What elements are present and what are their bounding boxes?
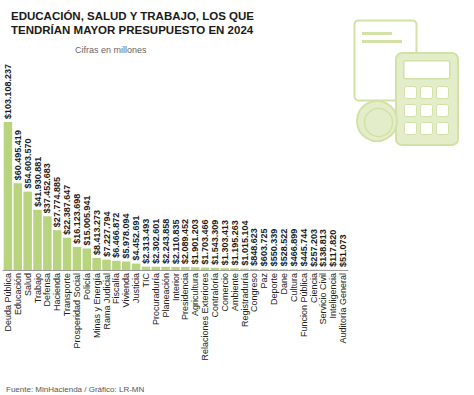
svg-text:$60.495.419: $60.495.419 [13,130,23,180]
svg-text:$2.243.858: $2.243.858 [161,219,171,264]
svg-text:EDUCACIÓN, SALUD Y TRABAJO, LO: EDUCACIÓN, SALUD Y TRABAJO, LOS QUE [11,10,254,22]
svg-text:$1.015.104: $1.015.104 [240,220,250,265]
svg-text:Defensa: Defensa [42,273,52,307]
svg-text:$2.302.601: $2.302.601 [151,219,161,264]
svg-text:Vivienda: Vivienda [121,273,131,307]
svg-text:Contraloría: Contraloría [210,273,220,318]
svg-text:Ambiente: Ambiente [230,273,240,311]
svg-text:$528.522: $528.522 [279,229,289,267]
svg-text:$848.623: $848.623 [249,228,259,266]
svg-text:Ciencia: Ciencia [309,273,319,303]
svg-text:Comercio: Comercio [220,273,230,312]
svg-text:TENDRÍAN MAYOR PRESUPUESTO EN: TENDRÍAN MAYOR PRESUPUESTO EN 2024 [11,24,254,36]
svg-text:Agricultura: Agricultura [190,273,200,316]
svg-text:$5.978.094: $5.978.094 [121,213,131,258]
svg-text:$1.195.263: $1.195.263 [230,220,240,265]
svg-text:$257.203: $257.203 [309,229,319,267]
svg-text:$4.452.691: $4.452.691 [131,216,141,261]
svg-text:Rama Judicial: Rama Judicial [102,273,112,330]
svg-text:Policía: Policía [82,273,92,300]
svg-text:$2.089.452: $2.089.452 [180,219,190,264]
svg-text:$138.813: $138.813 [318,229,328,267]
svg-text:$103.108.237: $103.108.237 [3,64,13,119]
svg-text:$6.466.872: $6.466.872 [111,213,121,258]
svg-text:$41.930.881: $41.930.881 [33,157,43,207]
svg-text:Paz: Paz [259,273,269,289]
svg-text:Salud: Salud [23,273,33,296]
svg-text:$16.123.698: $16.123.698 [72,194,82,244]
svg-text:Fiscalía: Fiscalía [111,273,121,304]
svg-text:$37.452.683: $37.452.683 [42,163,52,213]
svg-text:Educación: Educación [13,273,23,315]
svg-text:$15.005.941: $15.005.941 [82,195,92,245]
svg-text:Deporte: Deporte [269,273,279,305]
svg-text:$117.820: $117.820 [328,230,338,267]
svg-text:Trabajo: Trabajo [33,273,43,303]
svg-text:$1.303.413: $1.303.413 [220,220,230,265]
svg-text:Cultura: Cultura [289,273,299,302]
svg-text:Relaciones Exteriores: Relaciones Exteriores [200,273,210,361]
svg-text:Hacienda: Hacienda [52,273,62,311]
svg-text:$603.725: $603.725 [259,229,269,267]
svg-text:$7.227.794: $7.227.794 [102,212,112,257]
svg-text:Inteligencia: Inteligencia [328,273,338,319]
svg-text:$445.744: $445.744 [299,229,309,267]
svg-text:Planeación: Planeación [161,273,171,318]
svg-text:Minas y Energía: Minas y Energía [92,273,102,338]
svg-text:$27.774.885: $27.774.885 [52,177,62,227]
svg-text:$22.387.647: $22.387.647 [62,185,72,235]
svg-text:Servicio Civil: Servicio Civil [318,273,328,325]
svg-text:$2.313.493: $2.313.493 [141,219,151,264]
svg-text:Justicia: Justicia [131,273,141,303]
svg-text:Prosperidad Social: Prosperidad Social [72,273,82,349]
svg-text:TIC: TIC [141,273,151,288]
svg-text:Congreso: Congreso [249,273,259,312]
svg-text:$8.413.273: $8.413.273 [92,210,102,255]
svg-text:$51.073: $51.073 [338,234,348,267]
svg-text:$1.543.309: $1.543.309 [210,220,220,265]
svg-text:Auditoría General: Auditoría General [338,273,348,344]
svg-text:Fuente: MinHacienda / Gráfico:: Fuente: MinHacienda / Gráfico: LR-MN [6,385,144,394]
svg-text:$1.703.466: $1.703.466 [200,220,210,265]
svg-text:Registraduría: Registraduría [240,273,250,327]
svg-text:Deuda Pública: Deuda Pública [3,273,13,332]
svg-text:Cifras en millones: Cifras en millones [75,45,147,55]
svg-text:$466.899: $466.899 [289,229,299,267]
svg-text:Interior: Interior [171,273,181,301]
svg-text:Presidencia: Presidencia [180,273,190,320]
svg-text:$2.110.835: $2.110.835 [171,219,181,264]
svg-text:$54.603.570: $54.603.570 [23,139,33,189]
svg-text:Procuraduría: Procuraduría [151,273,161,325]
svg-text:$550.339: $550.339 [269,229,279,267]
svg-text:$1.901.203: $1.901.203 [190,219,200,264]
svg-text:Funcion Pública: Funcion Pública [299,273,309,337]
svg-text:Dane: Dane [279,273,289,295]
svg-text:Transporte: Transporte [62,273,72,316]
